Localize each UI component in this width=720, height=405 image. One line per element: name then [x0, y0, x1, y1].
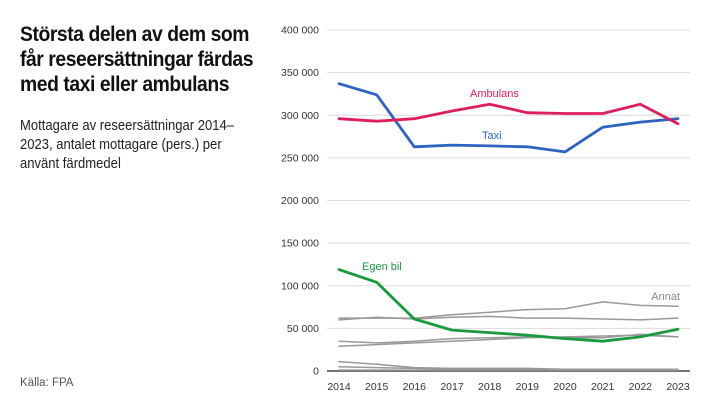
series-lines — [337, 82, 680, 371]
y-tick-label: 200 000 — [281, 195, 319, 207]
chart-title: Största delen av dem som får reseersättn… — [20, 22, 254, 96]
y-tick-label: 150 000 — [281, 238, 319, 250]
y-tick-label: 50 000 — [287, 323, 319, 335]
y-tick-label: 0 — [313, 366, 319, 378]
x-tick-label: 2019 — [516, 381, 540, 393]
x-axis: 2014 2015 2016 2017 2018 2019 2020 2021 2022 2023 — [327, 381, 690, 393]
series-label-taxi: Taxi — [482, 130, 502, 142]
series-labels: Annat Egen bil Taxi Ambulans — [362, 88, 680, 303]
series-line-annat — [338, 301, 679, 319]
series-label-ambulans: Ambulans — [470, 88, 519, 100]
x-tick-label: 2018 — [478, 381, 502, 393]
series-line-ambulans — [337, 102, 680, 126]
series-line-annat — [338, 333, 679, 344]
x-tick-label: 2017 — [440, 381, 464, 393]
x-tick-label: 2023 — [666, 381, 690, 393]
y-tick-label: 350 000 — [281, 67, 319, 79]
x-tick-label: 2016 — [403, 381, 427, 393]
series-line-annat — [338, 315, 679, 321]
x-tick-label: 2021 — [591, 381, 615, 393]
y-tick-label: 250 000 — [281, 152, 319, 164]
y-tick-label: 100 000 — [281, 280, 319, 292]
source-note: Källa: FPA — [20, 377, 74, 389]
x-tick-label: 2020 — [553, 381, 577, 393]
series-line-annat — [338, 360, 679, 371]
x-tick-label: 2014 — [327, 381, 351, 393]
x-tick-label: 2022 — [629, 381, 653, 393]
y-tick-label: 300 000 — [281, 110, 319, 122]
y-tick-label: 400 000 — [281, 25, 319, 37]
gridlines — [327, 29, 690, 372]
chart-subtitle: Mottagare av reseersättningar 2014–2023,… — [20, 118, 235, 172]
x-tick-label: 2015 — [365, 381, 389, 393]
series-label-egen-bil: Egen bil — [362, 261, 402, 273]
y-axis: 0 50 000 100 000 150 000 200 000 250 000 300 0… — [281, 25, 319, 378]
series-label-annat: Annat — [651, 291, 680, 303]
series-line-egen-bil — [337, 268, 680, 343]
text-panel: Största delen av dem som får reseersättn… — [20, 22, 270, 174]
